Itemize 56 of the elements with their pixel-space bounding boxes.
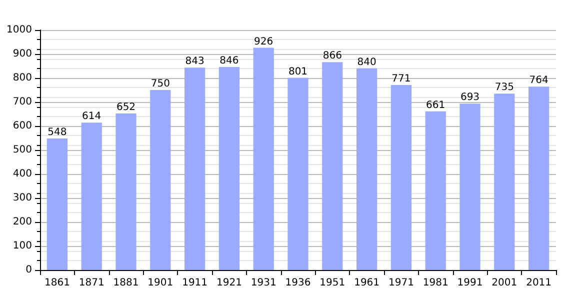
bar <box>218 66 240 270</box>
x-tick-label: 1931 <box>250 278 276 288</box>
data-label: 771 <box>392 73 411 84</box>
bar <box>184 68 206 270</box>
data-label: 735 <box>494 82 514 94</box>
data-label: 548 <box>48 126 67 138</box>
data-label: 840 <box>357 56 376 68</box>
data-label: 652 <box>116 102 136 114</box>
bar <box>253 48 274 270</box>
bar <box>150 90 171 270</box>
y-tick-label: 0 <box>26 264 32 276</box>
x-tick-label: 1921 <box>216 278 242 288</box>
x-tick-label: 1881 <box>113 278 139 288</box>
x-tick-label: 1971 <box>388 278 414 288</box>
x-tick-label: 1961 <box>354 278 380 288</box>
data-label: 693 <box>460 92 480 104</box>
y-tick-label: 500 <box>12 144 32 156</box>
bar <box>390 84 412 270</box>
y-tick-label: 800 <box>12 72 32 84</box>
y-tick-label: 100 <box>12 240 32 252</box>
y-tick-label: 200 <box>12 216 32 228</box>
x-tick-label: 1911 <box>182 278 208 288</box>
x-tick-label: 1981 <box>422 278 448 288</box>
x-tick-label: 1951 <box>320 278 346 288</box>
bar <box>46 138 68 270</box>
data-label: 926 <box>254 36 274 48</box>
bar <box>116 114 136 270</box>
bar <box>81 122 102 270</box>
data-label: 866 <box>322 50 342 62</box>
x-tick-label: 2011 <box>526 278 552 288</box>
x-tick-label: 1991 <box>457 278 483 288</box>
bar <box>494 94 515 270</box>
bar <box>460 104 480 270</box>
data-label: 843 <box>185 56 204 68</box>
data-label: 764 <box>529 75 548 86</box>
y-tick-label: 400 <box>12 168 32 180</box>
x-tick-label: 1901 <box>148 278 174 288</box>
x-tick-label: 1936 <box>285 278 311 288</box>
y-tick-label: 1000 <box>6 24 32 36</box>
data-label: 661 <box>426 100 446 111</box>
data-label: 614 <box>82 111 102 122</box>
data-label: 801 <box>288 66 308 78</box>
y-tick-label: 900 <box>12 48 32 60</box>
x-tick-label: 2001 <box>492 278 518 288</box>
x-tick-label: 1871 <box>78 278 104 288</box>
data-label: 750 <box>150 78 170 90</box>
x-tick-label: 1861 <box>44 278 70 288</box>
data-label: 846 <box>220 55 239 66</box>
bar <box>528 86 550 270</box>
y-tick-label: 300 <box>12 192 32 204</box>
y-tick-label: 600 <box>12 120 32 132</box>
bar <box>356 68 378 270</box>
bar <box>288 78 308 270</box>
bar <box>425 111 446 270</box>
y-tick-label: 700 <box>12 96 32 108</box>
bar <box>322 62 343 270</box>
